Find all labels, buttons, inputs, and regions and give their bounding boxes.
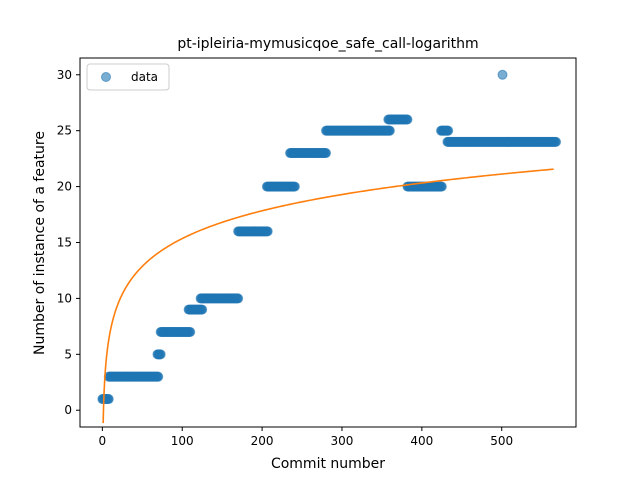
- data-point-outlier: [497, 69, 508, 80]
- legend-label: data: [131, 70, 158, 84]
- chart-title: pt-ipleiria-mymusicqoe_safe_call-logarit…: [177, 36, 478, 52]
- data-point: [436, 181, 447, 192]
- data-point: [197, 304, 208, 315]
- y-tick-label: 20: [57, 180, 72, 194]
- legend: data: [86, 63, 170, 91]
- y-tick-label: 15: [57, 236, 72, 250]
- data-point: [384, 125, 395, 136]
- plot-area: [97, 69, 562, 424]
- x-tick-label: 500: [490, 434, 513, 448]
- data-points: [97, 69, 562, 405]
- y-tick-label: 30: [57, 68, 72, 82]
- data-point: [551, 136, 562, 147]
- x-tick-label: 100: [171, 434, 194, 448]
- y-tick-label: 25: [57, 124, 72, 138]
- data-point: [233, 293, 244, 304]
- fit-line: [102, 168, 554, 424]
- y-axis-label: Number of instance of a feature: [32, 131, 48, 355]
- data-point: [402, 114, 413, 125]
- data-point: [289, 181, 300, 192]
- data-point: [185, 326, 196, 337]
- data-point: [443, 125, 454, 136]
- x-tick-label: 400: [410, 434, 433, 448]
- x-axis-label: Commit number: [271, 456, 385, 472]
- data-point: [103, 394, 114, 405]
- x-tick-label: 0: [99, 434, 107, 448]
- y-tick-label: 5: [64, 347, 72, 361]
- data-point: [321, 148, 332, 159]
- legend-marker: [101, 72, 111, 82]
- x-tick-label: 200: [251, 434, 274, 448]
- axes: 0 100 200 300 400 500 0 5 10 15 20 25 30: [57, 57, 577, 448]
- legend-box: [86, 63, 170, 91]
- y-tick-label: 0: [64, 403, 72, 417]
- x-tick-label: 300: [331, 434, 354, 448]
- data-point: [155, 349, 166, 360]
- y-tick-label: 10: [57, 291, 72, 305]
- data-point: [153, 371, 164, 382]
- data-point: [262, 226, 273, 237]
